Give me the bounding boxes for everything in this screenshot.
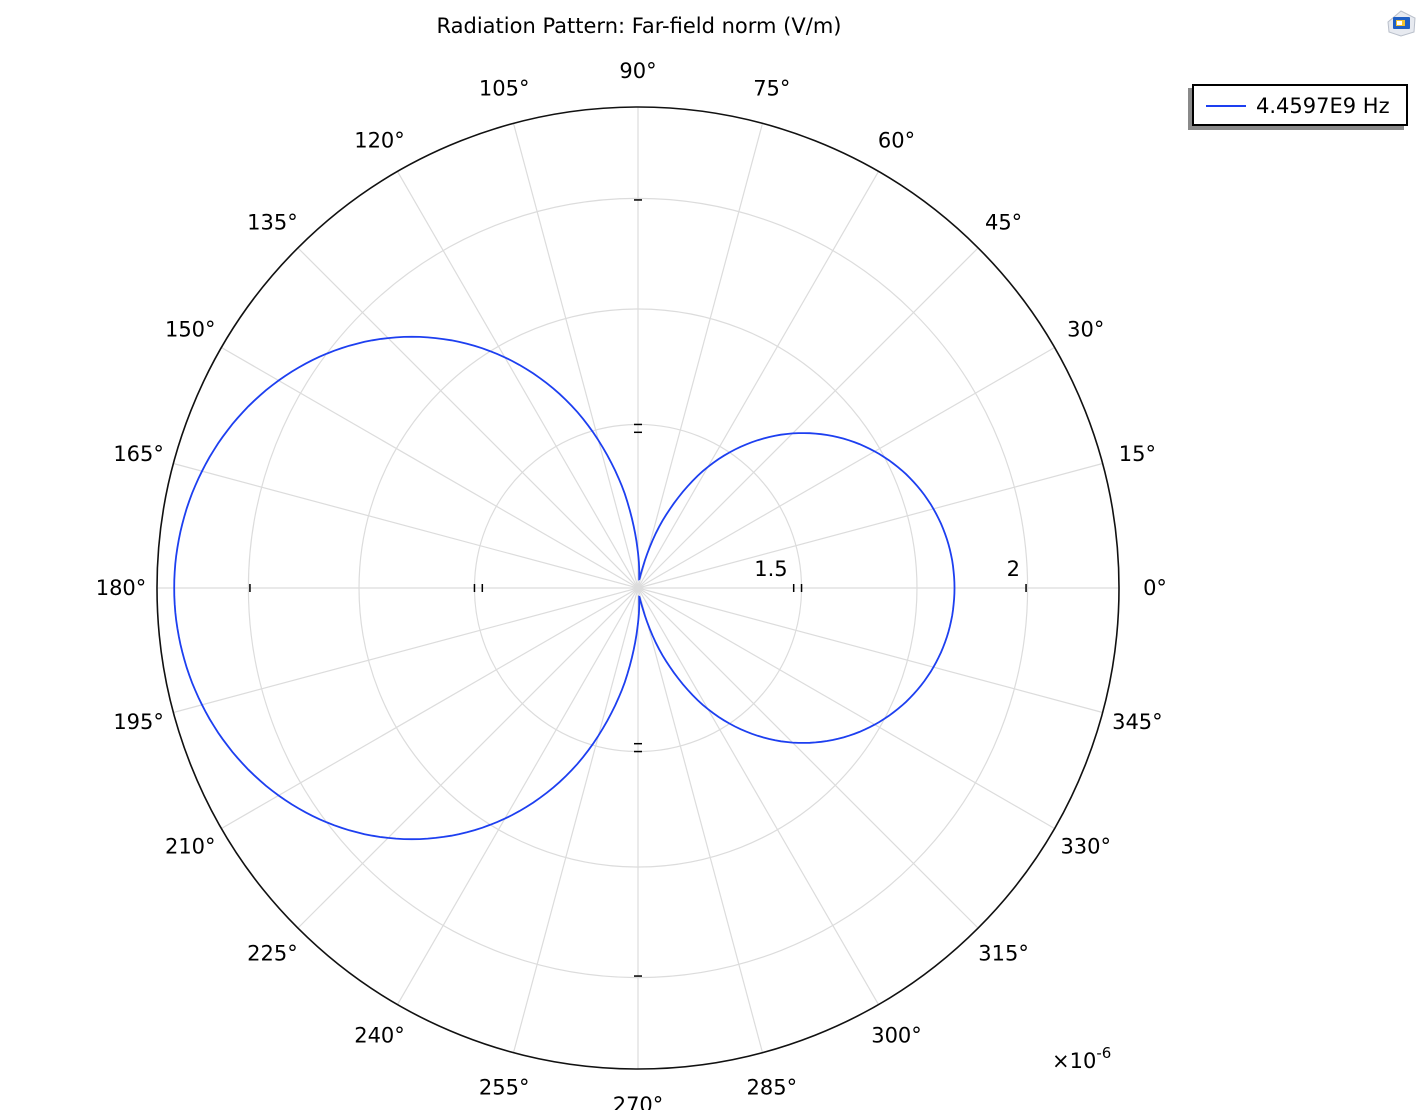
series-line-0 — [173, 335, 956, 841]
grid-spoke-300 — [637, 587, 880, 1005]
angle-label-105: 105° — [479, 77, 530, 101]
angle-label-300: 300° — [871, 1024, 922, 1048]
grid-spoke-30 — [637, 346, 1055, 589]
angle-label-75: 75° — [753, 77, 790, 101]
angle-label-120: 120° — [354, 128, 405, 152]
grid-spoke-255 — [512, 587, 639, 1053]
angle-label-285: 285° — [747, 1075, 798, 1099]
grid-spoke-315 — [637, 587, 979, 929]
grid-spoke-240 — [396, 587, 639, 1005]
grid-spoke-210 — [221, 587, 639, 830]
angle-label-150: 150° — [165, 318, 216, 342]
grid-spoke-225 — [297, 587, 639, 929]
angle-label-345: 345° — [1112, 710, 1163, 734]
grid-spoke-120 — [396, 171, 639, 589]
comsol-logo-icon — [1387, 10, 1416, 37]
radial-tick-label: 1.5 — [754, 557, 787, 581]
legend-label: 4.4597E9 Hz — [1256, 94, 1390, 118]
angle-label-165: 165° — [113, 442, 164, 466]
grid-spoke-165 — [173, 462, 639, 589]
outer-circle — [156, 106, 1120, 1070]
angle-label-270: 270° — [613, 1093, 664, 1110]
grid-spoke-105 — [512, 123, 639, 589]
angle-label-0: 0° — [1143, 576, 1167, 600]
grid-spoke-15 — [637, 462, 1103, 589]
legend: 4.4597E9 Hz — [1192, 84, 1408, 126]
chart-title: Radiation Pattern: Far-field norm (V/m) — [437, 14, 842, 38]
radial-tick-label: 2 — [1007, 557, 1020, 581]
multiplier-base: ×10 — [1052, 1049, 1096, 1073]
angle-label-315: 315° — [978, 942, 1029, 966]
angle-label-180: 180° — [96, 576, 147, 600]
polar-grid — [156, 106, 1120, 1070]
multiplier-exponent: -6 — [1096, 1044, 1111, 1062]
angle-label-210: 210° — [165, 835, 216, 859]
grid-spoke-345 — [637, 587, 1103, 714]
grid-spoke-45 — [637, 247, 979, 589]
angle-labels: 0° 15° 30° 45° 60° 75° 90° 105° 120° 135° 150° 165°… — [96, 59, 1167, 1110]
grid-spoke-150 — [221, 346, 639, 589]
axis-multiplier: ×10-6 — [1052, 1044, 1111, 1073]
angle-label-330: 330° — [1060, 835, 1111, 859]
radial-ticks — [249, 199, 1027, 977]
angle-label-225: 225° — [247, 942, 298, 966]
angle-label-195: 195° — [113, 710, 164, 734]
legend-swatch — [1206, 105, 1246, 107]
grid-spoke-195 — [173, 587, 639, 714]
grid-spoke-60 — [637, 171, 880, 589]
grid-spoke-75 — [637, 123, 764, 589]
angle-label-15: 15° — [1119, 442, 1156, 466]
angle-label-135: 135° — [247, 210, 298, 234]
angle-label-60: 60° — [878, 128, 915, 152]
angle-label-255: 255° — [479, 1075, 530, 1099]
grid-spoke-330 — [637, 587, 1055, 830]
series-layer — [173, 335, 956, 841]
grid-spoke-135 — [297, 247, 639, 589]
radial-labels: 1.5 2 — [754, 557, 1020, 581]
grid-spoke-285 — [637, 587, 764, 1053]
angle-label-30: 30° — [1067, 318, 1104, 342]
angle-label-240: 240° — [354, 1024, 405, 1048]
angle-label-45: 45° — [985, 210, 1022, 234]
angle-label-90: 90° — [619, 59, 656, 83]
